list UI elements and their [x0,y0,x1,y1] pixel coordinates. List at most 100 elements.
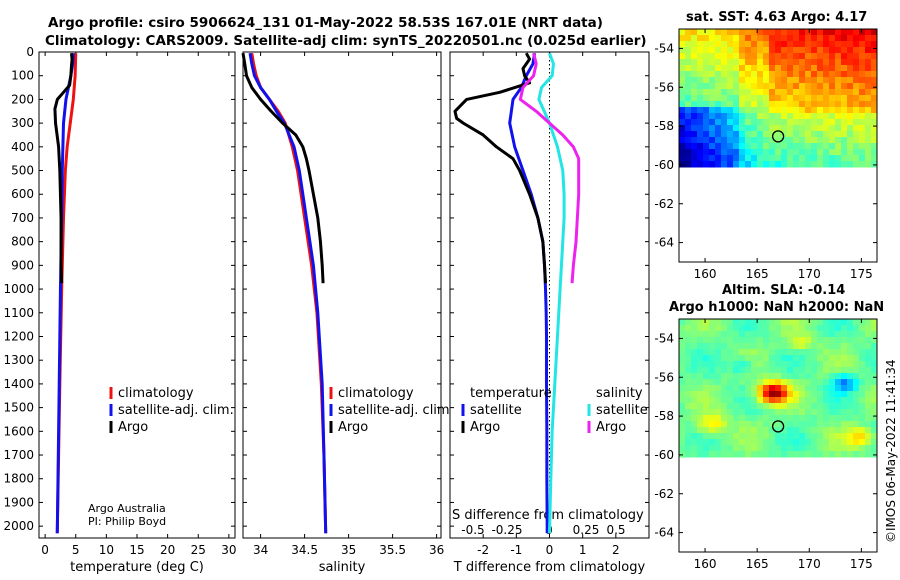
s-legend-0-label: satellite [596,403,648,418]
heat-cell [715,391,722,398]
heat-cell [691,367,698,374]
heat-cell [859,319,866,326]
heat-cell [811,149,818,156]
heat-cell [709,149,716,156]
heat-cell [781,361,788,368]
y-tick-label: 900 [11,258,34,272]
heat-cell [865,325,872,332]
heat-cell [793,149,800,156]
heat-cell [847,397,854,404]
heat-cell [841,83,848,90]
heat-cell [715,379,722,386]
heat-cell [817,65,824,72]
heat-cell [775,131,782,138]
heat-cell [769,35,776,42]
heat-cell [793,415,800,422]
heat-cell [679,119,686,126]
heat-cell [751,131,758,138]
heat-cell [751,71,758,78]
heat-cell [751,41,758,48]
heat-cell [763,379,770,386]
heat-cell [835,101,842,108]
heat-cell [829,41,836,48]
heat-cell [805,337,812,344]
heat-cell [793,403,800,410]
heat-cell [763,119,770,126]
temp-legend-1-label: satellite-adj. clim. [118,403,234,418]
heat-cell [781,403,788,410]
heat-cell [757,101,764,108]
s-tick-label: 0.25 [573,523,600,537]
heat-cell [715,403,722,410]
heat-cell [829,415,836,422]
heat-cell [769,331,776,338]
heat-cell [775,355,782,362]
heat-cell [679,101,686,108]
heat-cell [859,53,866,60]
heat-cell [769,415,776,422]
heat-cell [709,391,716,398]
heat-cell [739,367,746,374]
heat-cell [733,373,740,380]
heat-cell [793,451,800,458]
heat-cell [787,451,794,458]
heat-cell [799,137,806,144]
heat-cell [769,397,776,404]
heat-cell [703,403,710,410]
heat-cell [727,41,734,48]
heat-cell [715,95,722,102]
heat-cell [703,397,710,404]
heat-cell [859,59,866,66]
heat-cell [685,325,692,332]
heat-cell [865,421,872,428]
map-y-tick-label: -60 [654,158,674,172]
heat-cell [691,325,698,332]
heat-cell [721,337,728,344]
heat-cell [721,149,728,156]
heat-cell [811,373,818,380]
heat-cell [775,47,782,54]
heat-cell [835,119,842,126]
heat-cell [721,155,728,162]
heat-cell [823,29,830,36]
heat-cell [721,47,728,54]
heat-cell [787,349,794,356]
heat-cell [817,125,824,132]
sst_map-field [679,29,878,168]
heat-cell [829,451,836,458]
heat-cell [709,41,716,48]
heat-cell [757,83,764,90]
heat-cell [871,83,878,90]
heat-cell [757,71,764,78]
heat-cell [787,143,794,150]
heat-cell [817,319,824,326]
heat-cell [871,95,878,102]
heat-cell [757,331,764,338]
heat-cell [829,343,836,350]
heat-cell [787,107,794,114]
heat-cell [811,367,818,374]
heat-cell [739,107,746,114]
heat-cell [835,35,842,42]
heat-cell [721,143,728,150]
heat-cell [715,137,722,144]
heat-cell [781,77,788,84]
heat-cell [841,445,848,452]
sst_map-frame [678,28,878,263]
heat-cell [739,385,746,392]
heat-cell [757,131,764,138]
heat-cell [721,59,728,66]
heat-cell [829,397,836,404]
heat-cell [679,35,686,42]
heat-cell [823,35,830,42]
heat-cell [775,337,782,344]
heat-cell [727,325,734,332]
heat-cell [709,421,716,428]
heat-cell [781,421,788,428]
heat-cell [757,373,764,380]
heat-cell [685,343,692,350]
heat-cell [763,47,770,54]
heat-cell [775,77,782,84]
heat-cell [865,47,872,54]
heat-cell [697,95,704,102]
